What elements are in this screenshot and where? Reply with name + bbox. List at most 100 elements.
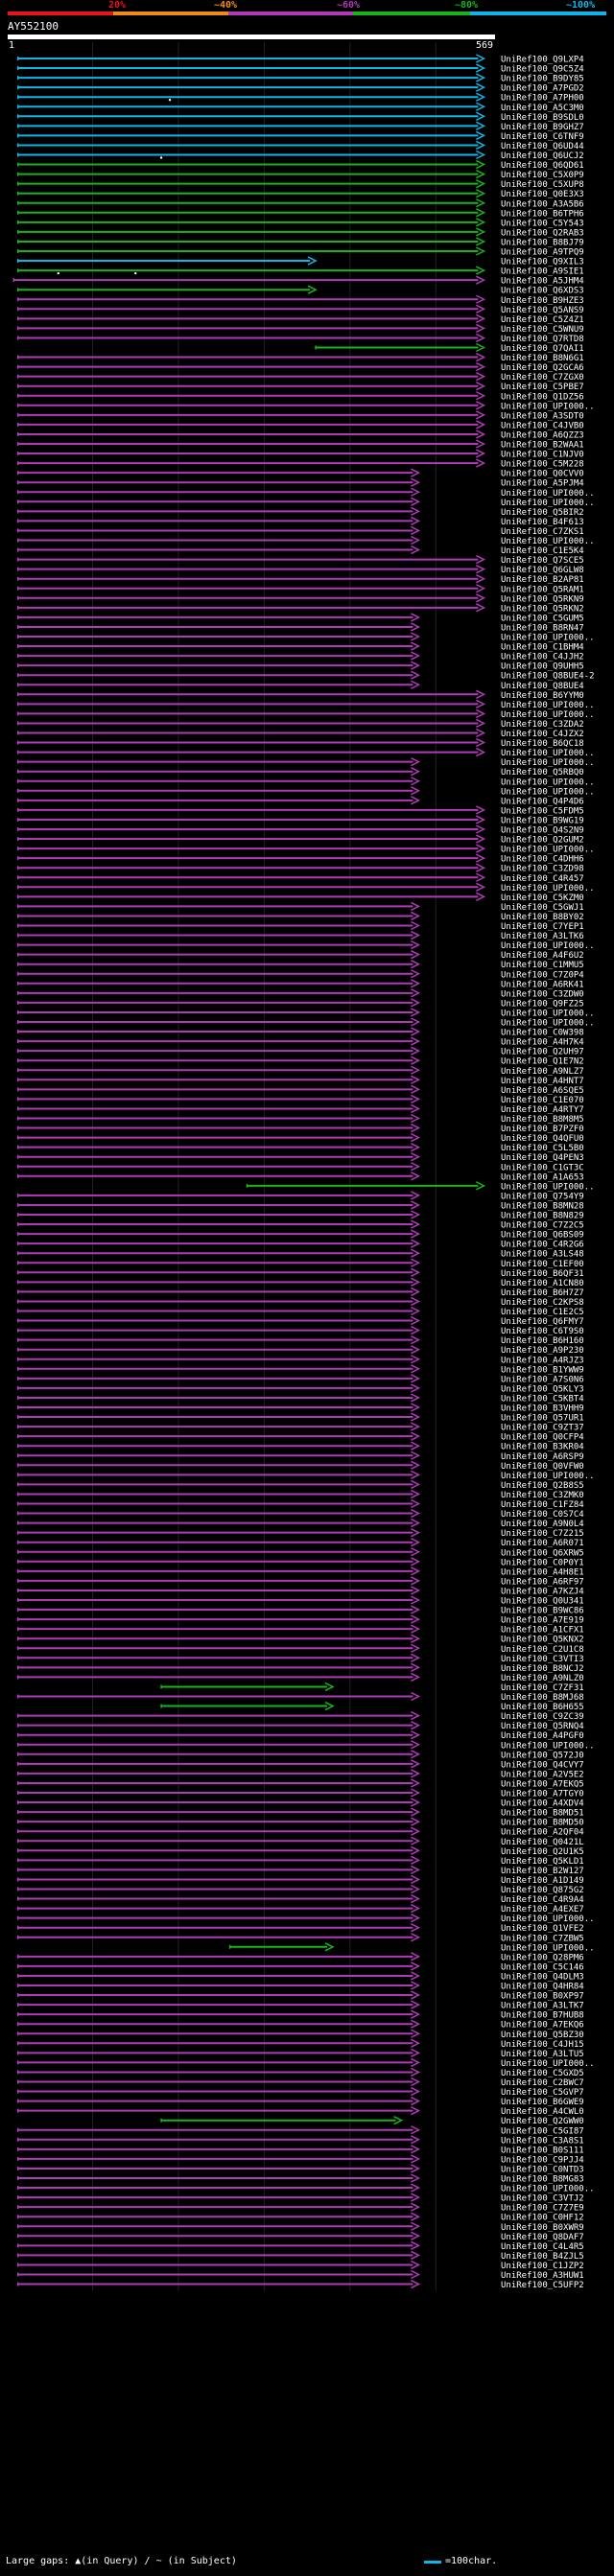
- hit-arrow-icon: [411, 1489, 421, 1499]
- hit-row: UniRef100_C5XUP8: [16, 178, 584, 190]
- hit-arrow-icon: [476, 458, 486, 468]
- hit-arrow-icon: [476, 1181, 486, 1191]
- hit-label: UniRef100_Q2UH97: [501, 1048, 584, 1057]
- hit-row: UniRef100_A3HUW1: [16, 2269, 584, 2281]
- hit-row: UniRef100_C2U1C8: [16, 1643, 584, 1655]
- hit-arrow-icon: [411, 525, 421, 536]
- hit-row: UniRef100_C5Y543: [16, 218, 584, 228]
- hit-row: UniRef100_A3LTK7: [16, 2000, 584, 2011]
- hit-row: UniRef100_Q4P4D6: [16, 796, 584, 806]
- hit-label: UniRef100_Q9LXP4: [501, 56, 584, 65]
- hit-label: UniRef100_A4H7K4: [501, 1038, 584, 1048]
- hit-arrow-icon: [411, 1046, 421, 1056]
- hit-label: UniRef100_A4H8E1: [501, 1567, 584, 1577]
- hit-label: UniRef100_C4R9A4: [501, 1895, 584, 1905]
- hit-row: UniRef100_A9NLZ7: [16, 1065, 584, 1077]
- hit-label: UniRef100_B3VHH9: [501, 1404, 584, 1414]
- hit-arrow-icon: [411, 622, 421, 632]
- hit-row: UniRef100_Q2U1K5: [16, 1845, 584, 1857]
- hit-label: UniRef100_C5L5B0: [501, 1144, 584, 1153]
- hit-arrow-icon: [411, 1123, 421, 1133]
- hit-label: UniRef100_C1JZP2: [501, 2262, 584, 2271]
- hit-row: UniRef100_UPI000..: [16, 1470, 595, 1481]
- hit-arrow-icon: [411, 661, 421, 670]
- hit-arrow-icon: [411, 1027, 421, 1036]
- hit-label: UniRef100_B8MD50: [501, 1819, 584, 1828]
- hit-arrow-icon: [411, 1740, 421, 1750]
- hit-label: UniRef100_UPI000..: [501, 749, 595, 758]
- hit-row: UniRef100_B9WG19: [16, 815, 584, 825]
- hit-label: UniRef100_Q0421L: [501, 1838, 584, 1847]
- hit-label: UniRef100_Q2B8S5: [501, 1481, 584, 1491]
- hit-label: UniRef100_Q2GUM2: [501, 836, 584, 846]
- hit-row: UniRef100_Q6UD44: [16, 140, 584, 151]
- hit-label: UniRef100_C3ZDA2: [501, 720, 584, 730]
- hit-row: UniRef100_Q0CVV0: [16, 468, 584, 479]
- hit-row: UniRef100_Q5RNQ4: [16, 1720, 584, 1731]
- hit-label: UniRef100_UPI000..: [501, 1019, 595, 1029]
- hit-arrow-icon: [411, 969, 421, 979]
- hit-row: UniRef100_C4JZX2: [16, 728, 584, 739]
- hit-row: UniRef100_Q5RAM1: [16, 584, 584, 594]
- hit-arrow-icon: [411, 1460, 421, 1470]
- hit-label: UniRef100_C5C146: [501, 1962, 584, 1972]
- hit-row: UniRef100_C1GT3C: [16, 1162, 584, 1172]
- hit-row: UniRef100_C1E2C5: [16, 1306, 584, 1317]
- hit-row: UniRef100_Q6GLW8: [16, 564, 584, 575]
- hit-label: UniRef100_B2WAA1: [501, 441, 584, 451]
- hit-label: UniRef100_C0W398: [501, 1029, 584, 1038]
- hit-row: UniRef100_C6TNF9: [16, 130, 584, 142]
- hit-arrow-icon: [476, 449, 486, 458]
- hit-row: UniRef100_UPI000..: [16, 487, 595, 499]
- hit-arrow-icon: [476, 401, 486, 410]
- hit-label: UniRef100_B0XP97: [501, 1992, 584, 2002]
- hit-arrow-icon: [411, 2048, 421, 2058]
- hit-arrow-icon: [411, 1788, 421, 1798]
- hit-label: UniRef100_A9NLZ7: [501, 1067, 584, 1077]
- footer-in-subject: ~ (in Subject): [155, 2556, 237, 2566]
- hit-arrow-icon: [411, 1865, 421, 1875]
- hit-label: UniRef100_Q28PM6: [501, 1953, 584, 1962]
- hit-label: UniRef100_B8MD51: [501, 1809, 584, 1819]
- hit-row: UniRef100_Q4DLM3: [16, 1971, 584, 1982]
- legend-tick-60: ~60%: [337, 0, 361, 11]
- hit-label: UniRef100_C5XUP8: [501, 180, 584, 190]
- hit-label: UniRef100_B0XWR9: [501, 2223, 584, 2233]
- hit-arrow-icon: [411, 2145, 421, 2154]
- hit-row: UniRef100_C0W398: [16, 1027, 584, 1038]
- hit-label: UniRef100_C5Z4Z1: [501, 315, 584, 325]
- hit-row: UniRef100_A9NLZ0: [16, 1672, 584, 1683]
- hit-label: UniRef100_C5M228: [501, 460, 584, 470]
- hit-label: UniRef100_Q1E7N2: [501, 1057, 584, 1067]
- hit-label: UniRef100_Q5BZ30: [501, 2031, 584, 2040]
- hit-label: UniRef100_Q5RBQ0: [501, 768, 584, 777]
- hit-label: UniRef100_C5Y543: [501, 219, 584, 228]
- hit-arrow-icon: [411, 1296, 421, 1307]
- hit-row: UniRef100_B6QC18: [16, 737, 584, 749]
- hit-row: UniRef100_UPI000..: [16, 882, 595, 893]
- hit-arrow-icon: [411, 2240, 421, 2251]
- hit-arrow-icon: [411, 1287, 421, 1297]
- hit-row: UniRef100_C1E070: [16, 1094, 584, 1105]
- hit-arrow-icon: [411, 1200, 421, 1210]
- hit-label: UniRef100_C7Z7E9: [501, 2204, 584, 2214]
- hit-row: UniRef100_B8BJ79: [16, 237, 584, 247]
- hit-label: UniRef100_A5PJM4: [501, 479, 584, 489]
- hit-arrow-icon: [411, 1710, 421, 1721]
- hit-row: UniRef100_A6RF97: [16, 1576, 584, 1587]
- hit-row: UniRef100_B3KR04: [16, 1441, 584, 1452]
- hit-arrow-icon: [476, 699, 486, 709]
- hit-row: UniRef100_Q572J0: [16, 1750, 584, 1760]
- hit-row: UniRef100_B8MD50: [16, 1817, 584, 1828]
- hit-label: UniRef100_UPI000..: [501, 1472, 595, 1481]
- hit-arrow-icon: [411, 1479, 421, 1490]
- hit-label: UniRef100_A1A653: [501, 1172, 584, 1182]
- hit-arrow-icon: [307, 256, 318, 266]
- hit-label: UniRef100_B8N829: [501, 1212, 584, 1221]
- footer-scale-label: =100char.: [445, 2556, 498, 2566]
- hit-arrow-icon: [476, 718, 486, 729]
- hit-arrow-icon: [411, 2009, 421, 2019]
- hit-label: UniRef100_B9SDL0: [501, 113, 584, 123]
- hit-arrow-icon: [411, 1229, 421, 1239]
- hit-arrow-icon: [411, 1267, 421, 1277]
